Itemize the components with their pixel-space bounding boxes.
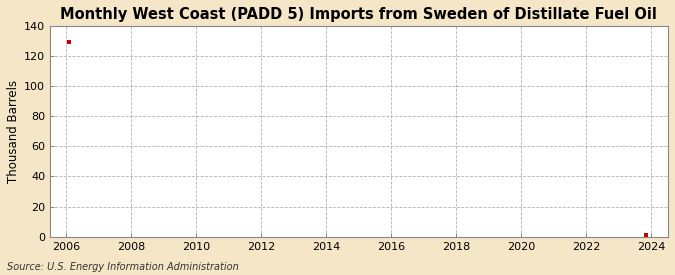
Title: Monthly West Coast (PADD 5) Imports from Sweden of Distillate Fuel Oil: Monthly West Coast (PADD 5) Imports from… xyxy=(61,7,657,22)
Text: Source: U.S. Energy Information Administration: Source: U.S. Energy Information Administ… xyxy=(7,262,238,272)
Y-axis label: Thousand Barrels: Thousand Barrels xyxy=(7,80,20,183)
